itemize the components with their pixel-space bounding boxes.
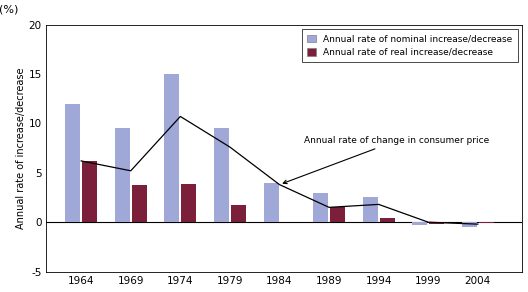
Bar [330, 207, 345, 222]
Legend: Annual rate of nominal increase/decrease, Annual rate of real increase/decrease: Annual rate of nominal increase/decrease… [301, 29, 518, 62]
Bar [181, 184, 196, 222]
Bar [313, 192, 328, 222]
Bar [380, 218, 394, 222]
Bar [412, 222, 427, 225]
Bar [231, 205, 246, 222]
Bar [429, 222, 444, 224]
Bar [165, 74, 180, 222]
Bar [132, 185, 147, 222]
Bar [65, 104, 80, 222]
Bar [214, 128, 229, 222]
Bar [363, 197, 378, 222]
Bar [462, 222, 477, 227]
Text: (%): (%) [0, 5, 18, 15]
Y-axis label: Annual rate of increase/decrease: Annual rate of increase/decrease [16, 67, 25, 229]
Text: Annual rate of change in consumer price: Annual rate of change in consumer price [283, 136, 489, 184]
Bar [479, 222, 494, 223]
Bar [115, 128, 130, 222]
Bar [263, 183, 278, 222]
Bar [82, 161, 97, 222]
